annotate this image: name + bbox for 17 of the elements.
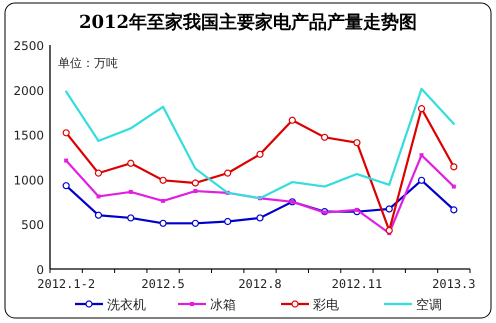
legend-label: 冰箱 xyxy=(210,298,236,313)
annotation: 单位：万吨 xyxy=(58,56,118,70)
x-tick-label: 2012.1-2 xyxy=(37,277,96,291)
title: 2012年至家我国主要家电产品产量走势图 xyxy=(78,12,418,33)
y-tick-label: 2500 xyxy=(13,39,44,53)
legend-label: 洗衣机 xyxy=(107,298,146,313)
y-tick-label: 1000 xyxy=(13,173,44,188)
y-tick-label: 500 xyxy=(21,218,44,232)
legend-label: 空调 xyxy=(416,298,442,313)
y-tick-label: 2000 xyxy=(13,84,44,98)
x-tick-label: 2012.11 xyxy=(332,277,382,291)
x-tick-label: 2013.3 xyxy=(432,277,476,291)
x-tick-label: 2012.8 xyxy=(238,277,282,291)
legend-label: 彩电 xyxy=(313,298,339,313)
y-tick-label: 0 xyxy=(36,263,44,277)
y-tick-label: 1500 xyxy=(13,128,44,143)
x-tick-label: 2012.5 xyxy=(141,277,185,291)
